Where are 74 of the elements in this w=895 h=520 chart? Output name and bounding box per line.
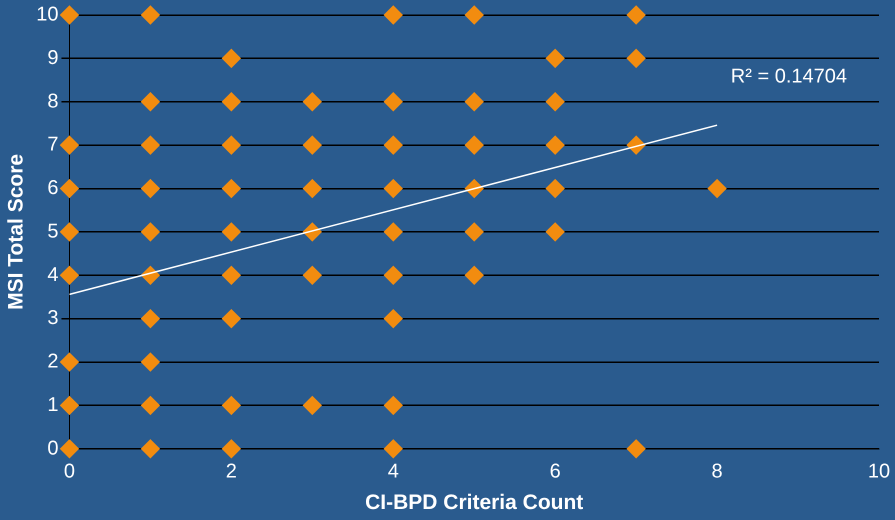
point [140, 6, 160, 24]
point [140, 92, 160, 112]
point [140, 439, 160, 458]
point [626, 48, 646, 68]
point [302, 266, 322, 285]
point [384, 309, 403, 328]
point [626, 6, 646, 24]
x-tick-label: 2 [226, 460, 237, 482]
x-tick-label: 8 [712, 460, 723, 482]
point [384, 266, 403, 285]
point [302, 136, 322, 155]
point [708, 179, 727, 198]
point [60, 222, 79, 242]
point [222, 179, 241, 198]
point [222, 439, 241, 458]
point [222, 92, 241, 112]
point [60, 266, 79, 285]
point [384, 222, 403, 242]
point [302, 396, 322, 415]
point [222, 396, 241, 415]
y-tick-label: 3 [47, 307, 58, 330]
point [222, 309, 241, 328]
point [140, 352, 160, 372]
y-tick-label: 5 [47, 220, 58, 242]
point [60, 439, 79, 458]
point [60, 6, 79, 24]
point [60, 352, 79, 372]
point [626, 439, 646, 458]
point [546, 222, 565, 242]
point [384, 396, 403, 415]
y-axis-title: MSI Total Score [4, 154, 28, 310]
point [384, 92, 403, 112]
point [464, 266, 484, 285]
point [546, 92, 565, 112]
point [140, 136, 160, 155]
y-tick-label: 2 [47, 350, 58, 373]
y-tick-label: 7 [47, 134, 58, 156]
y-tick-label: 10 [36, 4, 58, 26]
point [546, 48, 565, 68]
point [222, 222, 241, 242]
point [384, 136, 403, 155]
point [546, 136, 565, 155]
x-tick-label: 6 [550, 460, 561, 482]
point [464, 6, 484, 24]
x-tick-label: 4 [388, 460, 399, 482]
x-axis-title: CI-BPD Criteria Count [365, 491, 584, 514]
point [384, 6, 403, 24]
point [140, 222, 160, 242]
point [464, 136, 484, 155]
y-tick-label: 9 [47, 46, 58, 69]
point [140, 309, 160, 328]
point [302, 92, 322, 112]
point [384, 179, 403, 198]
y-tick-label: 8 [47, 90, 58, 112]
point [464, 222, 484, 242]
y-tick-label: 0 [47, 437, 58, 460]
y-tick-label: 4 [47, 264, 58, 286]
point [546, 179, 565, 198]
x-tick-label: 10 [868, 460, 890, 482]
point [464, 92, 484, 112]
y-tick-label: 1 [47, 394, 58, 416]
point [60, 179, 79, 198]
y-tick-label: 6 [47, 177, 58, 200]
point [140, 179, 160, 198]
point [140, 396, 160, 415]
point [222, 136, 241, 155]
point [302, 179, 322, 198]
point [60, 136, 79, 155]
point [222, 48, 241, 68]
x-tick-label: 0 [64, 460, 76, 482]
point [384, 439, 403, 458]
point [222, 266, 241, 285]
annotation: R² = 0.14704 [730, 66, 847, 88]
point [60, 396, 79, 415]
